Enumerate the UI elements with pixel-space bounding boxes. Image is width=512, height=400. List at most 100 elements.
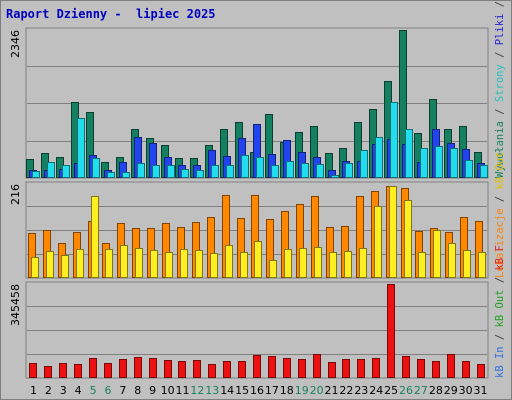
bar-strony-day-1 [32, 171, 40, 178]
x-tick-day-25: 25 [384, 384, 398, 397]
bar-strony-day-20 [316, 164, 324, 178]
bar-kb-out-day-14 [225, 245, 233, 278]
chart-panel-bottom: 345458 kB In / kB Out / kB F [9, 245, 506, 379]
legend-entry: kB Out [494, 289, 506, 327]
x-tick-day-30: 30 [459, 384, 473, 397]
bar-kb-f-day-13 [208, 364, 216, 378]
bar-kb-f-day-19 [298, 359, 306, 378]
bar-kb-f-day-17 [268, 356, 276, 378]
bar-kb-out-day-6 [105, 249, 113, 278]
bar-kb-out-day-19 [299, 248, 307, 278]
bar-strony-day-14 [226, 165, 234, 178]
x-tick-day-28: 28 [429, 384, 443, 397]
bar-kb-f-day-24 [372, 358, 380, 378]
bar-strony-day-23 [360, 150, 368, 178]
bar-kb-f-day-25 [387, 284, 395, 378]
bar-kb-f-day-2 [44, 366, 52, 378]
bar-kb-out-day-2 [46, 251, 54, 278]
bar-kb-f-day-27 [417, 359, 425, 378]
legend-top: Wywołania / Strony / Pliki / Wywołania [494, 1, 506, 178]
legend-entry: / [494, 271, 506, 290]
bar-strony-day-3 [62, 165, 70, 178]
x-tick-day-5: 5 [90, 384, 97, 397]
y-max-label: 345458 [9, 284, 22, 326]
bar-strony-day-26 [405, 129, 413, 178]
bar-kb-out-day-15 [240, 252, 248, 278]
legend-entry: / [494, 327, 506, 346]
bar-kb-f-day-21 [328, 362, 336, 378]
bar-strony-day-4 [77, 118, 85, 178]
bar-strony-day-17 [271, 165, 279, 178]
bar-kb-out-day-28 [433, 230, 441, 278]
bar-kb-f-day-28 [432, 361, 440, 378]
bar-strony-day-8 [137, 163, 145, 178]
x-tick-day-15: 15 [235, 384, 249, 397]
bar-kb-out-day-7 [120, 245, 128, 278]
bar-kb-out-day-31 [478, 252, 486, 278]
x-tick-day-11: 11 [175, 384, 189, 397]
bar-kb-out-day-13 [210, 253, 218, 278]
chart-panel-middle: 216 Lokalizacje / kB Out [9, 152, 506, 279]
x-tick-day-6: 6 [104, 384, 111, 397]
bar-kb-f-day-6 [104, 363, 112, 378]
bar-kb-f-day-23 [357, 359, 365, 378]
legend-entry: / [494, 189, 506, 208]
bar-kb-f-day-15 [238, 361, 246, 378]
bar-kb-f-day-16 [253, 355, 261, 378]
bar-kb-out-day-5 [91, 196, 99, 278]
chart-panel-top: 2346 Wywołania / Strony / Pliki / Wywołan… [9, 1, 506, 179]
x-tick-day-31: 31 [474, 384, 488, 397]
x-tick-day-29: 29 [444, 384, 458, 397]
bar-kb-out-day-27 [418, 252, 426, 278]
bar-strony-day-9 [152, 165, 160, 178]
bar-strony-day-28 [435, 146, 443, 178]
bar-kb-f-day-11 [178, 361, 186, 378]
bar-kb-out-day-8 [135, 248, 143, 278]
bar-kb-f-day-8 [134, 357, 142, 378]
bar-strony-day-25 [390, 102, 398, 178]
y-max-label: 2346 [9, 30, 22, 58]
legend-bottom: kB In / kB Out / kB F [494, 245, 506, 378]
bar-strony-day-11 [181, 169, 189, 178]
bar-kb-out-day-30 [463, 250, 471, 278]
bar-kb-out-day-24 [374, 206, 382, 278]
bar-strony-day-12 [196, 170, 204, 178]
x-tick-day-27: 27 [414, 384, 428, 397]
x-tick-day-23: 23 [354, 384, 368, 397]
bar-kb-out-day-11 [180, 249, 188, 278]
bar-strony-day-2 [47, 162, 55, 178]
bar-kb-f-day-29 [447, 354, 455, 378]
bar-kb-f-day-22 [342, 359, 350, 378]
x-axis-labels: 1 2 3 4 5 6 7 8 9 10 11 12 13 14 15 16 17 18 19 20 21 22 23 24 2… [30, 384, 488, 397]
x-tick-day-2: 2 [45, 384, 52, 397]
bar-kb-out-day-22 [344, 251, 352, 278]
chart-title: Raport Dzienny - lipiec 2025 [6, 7, 216, 21]
bar-kb-out-day-17 [269, 260, 277, 278]
x-tick-day-17: 17 [265, 384, 279, 397]
bar-kb-out-day-1 [31, 257, 39, 278]
bar-kb-f-day-9 [149, 358, 157, 378]
bar-kb-out-day-20 [314, 247, 322, 278]
bar-kb-out-day-3 [61, 255, 69, 278]
x-tick-day-13: 13 [205, 384, 219, 397]
bar-kb-f-day-1 [29, 363, 37, 378]
x-tick-day-4: 4 [75, 384, 82, 397]
legend-entry: Pliki [494, 14, 506, 46]
bar-kb-f-day-30 [462, 361, 470, 378]
bar-kb-out-day-16 [254, 241, 262, 278]
legend-entry: Wywołania [494, 121, 506, 178]
legend-entry: / [494, 102, 506, 121]
legend-middle: Lokalizacje / kB Out [494, 152, 506, 278]
bar-kb-f-day-31 [477, 364, 485, 378]
x-tick-day-21: 21 [325, 384, 339, 397]
bar-strony-day-6 [107, 172, 115, 178]
bar-strony-day-31 [480, 165, 488, 178]
x-tick-day-9: 9 [149, 384, 156, 397]
bar-kb-out-day-10 [165, 252, 173, 278]
bar-kb-f-day-7 [119, 359, 127, 378]
bar-kb-f-day-5 [89, 358, 97, 378]
bar-kb-out-day-18 [284, 249, 292, 278]
bar-kb-f-day-18 [283, 358, 291, 378]
